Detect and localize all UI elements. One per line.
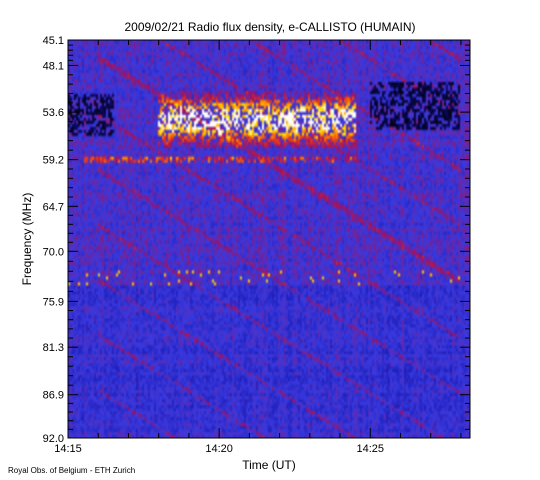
x-tick-label: 14:15 [54, 443, 82, 455]
credit-text: Royal Obs. of Belgium - ETH Zurich [8, 466, 136, 475]
y-tick-label: 45.1 [43, 35, 64, 47]
y-tick-label: 48.1 [43, 60, 64, 72]
chart-title: 2009/02/21 Radio flux density, e-CALLIST… [124, 20, 415, 34]
x-tick-label: 14:20 [205, 443, 233, 455]
y-tick-label: 86.9 [43, 390, 64, 402]
y-axis-label: Frequency (MHz) [20, 193, 34, 286]
x-tick-label: 14:25 [356, 443, 384, 455]
y-tick-label: 64.7 [43, 201, 64, 213]
plot-area [68, 40, 470, 438]
spectrogram-image [68, 40, 470, 438]
y-tick-label: 70.0 [43, 246, 64, 258]
y-tick-label: 75.9 [43, 296, 64, 308]
y-tick-label: 53.6 [43, 107, 64, 119]
y-tick-label: 92.0 [43, 433, 64, 445]
y-axis: 45.1 48.1 53.6 59.2 64.7 70.0 75.9 81.3 86.9 92.0 [43, 35, 470, 445]
y-tick-label: 59.2 [43, 155, 64, 167]
x-axis: 14:15 14:20 14:25 [54, 40, 462, 455]
plot-frame [67, 39, 471, 439]
y-tick-label: 81.3 [43, 342, 64, 354]
x-axis-label: Time (UT) [242, 458, 296, 472]
